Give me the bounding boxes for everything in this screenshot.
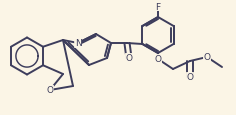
Text: O: O [46, 86, 54, 95]
Text: O: O [186, 73, 194, 82]
Text: N: N [75, 39, 81, 48]
Text: O: O [126, 54, 132, 63]
Text: F: F [156, 3, 160, 11]
Text: O: O [155, 55, 161, 64]
Text: O: O [203, 53, 211, 62]
